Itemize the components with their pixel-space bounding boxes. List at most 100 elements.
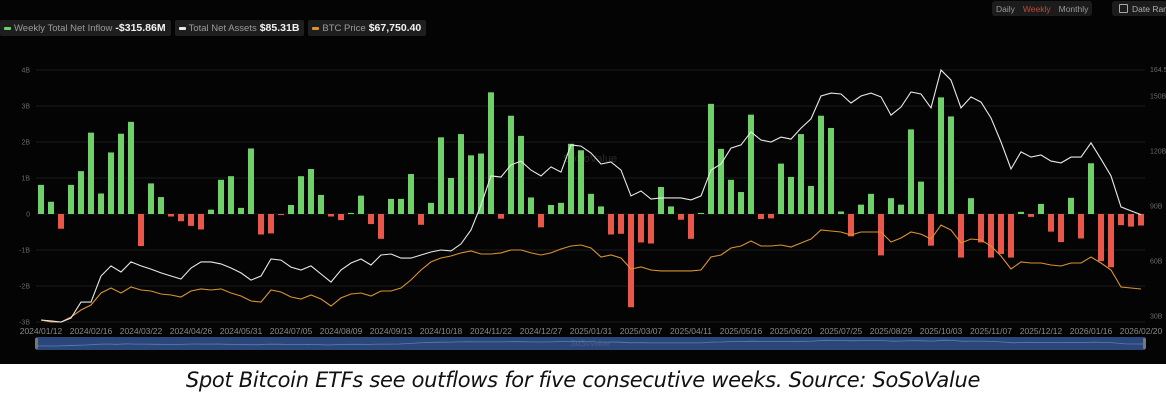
inflow-bar[interactable] (968, 198, 974, 214)
inflow-bar[interactable] (678, 214, 684, 220)
inflow-bar[interactable] (448, 178, 454, 214)
monthly-button[interactable]: Monthly (1058, 3, 1089, 14)
inflow-bar[interactable] (368, 214, 374, 225)
legend-price[interactable]: BTC Price $67,750.40 (308, 20, 427, 36)
inflow-bar[interactable] (588, 193, 594, 214)
inflow-bar[interactable] (638, 214, 644, 243)
inflow-bar[interactable] (848, 214, 854, 237)
inflow-bar[interactable] (428, 202, 434, 214)
inflow-bar[interactable] (758, 214, 764, 220)
inflow-bar[interactable] (718, 148, 724, 214)
inflow-bar[interactable] (808, 185, 814, 214)
inflow-bar[interactable] (388, 198, 394, 214)
inflow-bar[interactable] (1068, 197, 1074, 214)
inflow-bar[interactable] (958, 214, 964, 258)
inflow-bar[interactable] (1098, 214, 1104, 262)
inflow-bar[interactable] (1108, 214, 1114, 268)
inflow-bar[interactable] (998, 214, 1004, 254)
legend-assets[interactable]: Total Net Assets $85.31B (174, 20, 305, 36)
weekly-button[interactable]: Weekly (1022, 3, 1051, 14)
inflow-bar[interactable] (548, 205, 554, 214)
inflow-bar[interactable] (888, 198, 894, 214)
inflow-bar[interactable] (1038, 203, 1044, 214)
inflow-bar[interactable] (928, 214, 934, 246)
inflow-bar[interactable] (48, 201, 54, 214)
inflow-bar[interactable] (498, 214, 504, 219)
inflow-bar[interactable] (418, 214, 424, 225)
inflow-bar[interactable] (838, 211, 844, 214)
inflow-bar[interactable] (468, 155, 474, 214)
inflow-bar[interactable] (628, 214, 634, 308)
inflow-bar[interactable] (558, 202, 564, 214)
inflow-bar[interactable] (98, 193, 104, 214)
inflow-bar[interactable] (288, 205, 294, 214)
inflow-bar[interactable] (988, 214, 994, 258)
navigator-right-handle[interactable] (1143, 338, 1146, 349)
inflow-bar[interactable] (488, 92, 494, 214)
inflow-bar[interactable] (948, 116, 954, 214)
inflow-bar[interactable] (1138, 214, 1144, 226)
inflow-bar[interactable] (258, 214, 264, 235)
inflow-bar[interactable] (728, 179, 734, 214)
inflow-bar[interactable] (918, 181, 924, 214)
inflow-bar[interactable] (1018, 211, 1024, 214)
inflow-bar[interactable] (898, 204, 904, 214)
inflow-bar[interactable] (1128, 214, 1134, 227)
inflow-bar[interactable] (248, 148, 254, 214)
inflow-bar[interactable] (618, 214, 624, 234)
inflow-bar[interactable] (938, 97, 944, 214)
inflow-bar[interactable] (398, 198, 404, 214)
inflow-bar[interactable] (658, 187, 664, 214)
inflow-bar[interactable] (748, 114, 754, 214)
inflow-bar[interactable] (528, 197, 534, 214)
inflow-bar[interactable] (1048, 214, 1054, 232)
inflow-bar[interactable] (768, 214, 774, 219)
inflow-bar[interactable] (1058, 214, 1064, 243)
inflow-bar[interactable] (438, 137, 444, 214)
inflow-bar[interactable] (708, 103, 714, 214)
inflow-bar[interactable] (798, 134, 804, 214)
inflow-bar[interactable] (88, 132, 94, 214)
inflow-bar[interactable] (128, 121, 134, 214)
inflow-bar[interactable] (828, 127, 834, 214)
inflow-bar[interactable] (518, 135, 524, 214)
inflow-bar[interactable] (738, 192, 744, 214)
inflow-bar[interactable] (568, 143, 574, 214)
date-range-button[interactable]: Date Range (1112, 1, 1166, 16)
inflow-bar[interactable] (158, 197, 164, 214)
inflow-bar[interactable] (108, 152, 114, 214)
inflow-bar[interactable] (788, 176, 794, 214)
inflow-bar[interactable] (778, 163, 784, 214)
inflow-bar[interactable] (698, 212, 704, 214)
navigator-left-handle[interactable] (35, 338, 38, 349)
inflow-bar[interactable] (78, 171, 84, 214)
inflow-bar[interactable] (478, 153, 484, 214)
inflow-bar[interactable] (318, 194, 324, 214)
inflow-bar[interactable] (1118, 214, 1124, 226)
daily-button[interactable]: Daily (996, 3, 1015, 14)
inflow-bar[interactable] (328, 214, 334, 217)
inflow-bar[interactable] (1008, 214, 1014, 258)
inflow-bar[interactable] (138, 214, 144, 247)
inflow-bar[interactable] (978, 214, 984, 243)
inflow-bar[interactable] (208, 209, 214, 214)
inflow-bar[interactable] (1088, 163, 1094, 214)
inflow-bar[interactable] (598, 206, 604, 214)
inflow-bar[interactable] (238, 207, 244, 214)
inflow-bar[interactable] (228, 176, 234, 214)
inflow-bar[interactable] (648, 214, 654, 244)
inflow-bar[interactable] (908, 129, 914, 214)
inflow-bar[interactable] (268, 214, 274, 234)
inflow-bar[interactable] (1028, 214, 1034, 217)
inflow-bar[interactable] (218, 179, 224, 214)
inflow-bar[interactable] (408, 174, 414, 214)
inflow-bar[interactable] (148, 183, 154, 214)
inflow-bar[interactable] (878, 214, 884, 256)
inflow-bar[interactable] (818, 115, 824, 214)
inflow-bar[interactable] (688, 214, 694, 239)
inflow-bar[interactable] (458, 134, 464, 214)
inflow-bar[interactable] (198, 214, 204, 230)
legend-inflow[interactable]: Weekly Total Net Inflow -$315.86M (0, 20, 171, 36)
inflow-bar[interactable] (308, 169, 314, 214)
inflow-bar[interactable] (868, 193, 874, 214)
